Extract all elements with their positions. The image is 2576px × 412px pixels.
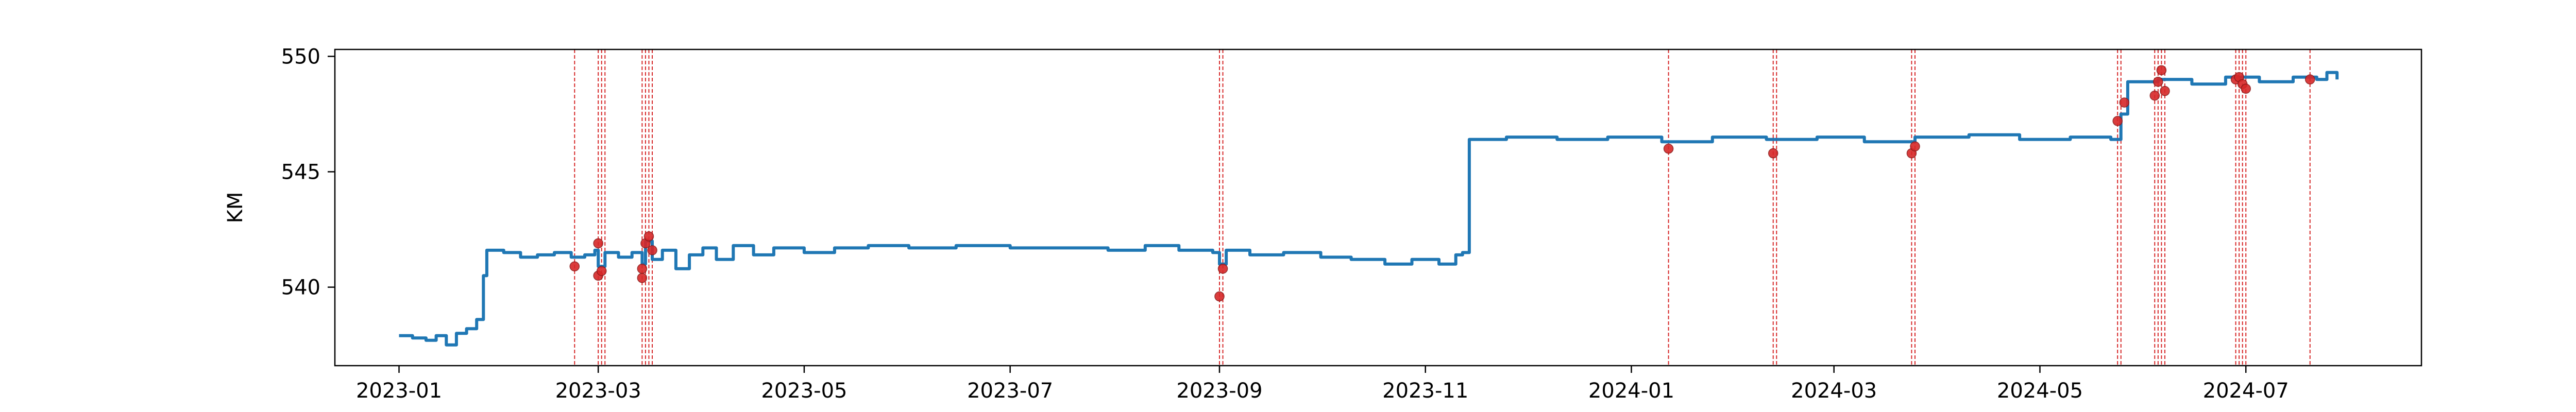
event-marker: [2241, 83, 2251, 94]
x-tick-label: 2024-01: [1588, 379, 1674, 403]
x-tick-label: 2023-03: [555, 379, 641, 403]
event-markers: [569, 65, 2315, 302]
event-marker: [647, 245, 657, 255]
event-marker: [1214, 291, 1225, 302]
event-marker: [637, 272, 648, 283]
event-marker: [1217, 264, 1228, 274]
x-tick-label: 2023-05: [761, 379, 847, 403]
event-marker: [593, 238, 603, 249]
y-tick-label: 540: [281, 276, 320, 300]
event-lines: [574, 49, 2311, 366]
y-tick-label: 550: [281, 45, 320, 68]
y-axis-label: KM: [224, 192, 247, 224]
event-marker: [2153, 76, 2163, 87]
plot-frame: [334, 48, 2422, 367]
axes: 2023-01 2023-03 2023-05 2023-07 2023-09 2023-…: [281, 45, 2422, 403]
event-marker: [637, 264, 648, 274]
x-tick-label: 2024-03: [1791, 379, 1877, 403]
event-marker: [643, 231, 654, 242]
event-marker: [2119, 97, 2130, 108]
event-marker: [569, 261, 580, 272]
event-marker: [1663, 143, 1674, 154]
y-tick-label: 545: [281, 161, 320, 184]
x-tick-label: 2023-11: [1382, 379, 1468, 403]
x-tick-label: 2023-09: [1176, 379, 1262, 403]
series-layer: [399, 71, 2339, 347]
event-marker: [1910, 141, 1920, 151]
event-marker: [2149, 90, 2160, 101]
event-marker: [596, 266, 607, 276]
x-tick-label: 2024-07: [2203, 379, 2289, 403]
x-tick-label: 2024-05: [1997, 379, 2083, 403]
x-tick-label: 2023-07: [967, 379, 1053, 403]
event-marker: [2304, 74, 2315, 85]
event-marker: [2112, 116, 2123, 126]
x-tick-label: 2023-01: [356, 379, 442, 403]
series-line: [399, 71, 2339, 347]
event-marker: [2160, 85, 2170, 96]
event-marker: [1768, 148, 1778, 159]
event-marker: [2156, 65, 2167, 76]
